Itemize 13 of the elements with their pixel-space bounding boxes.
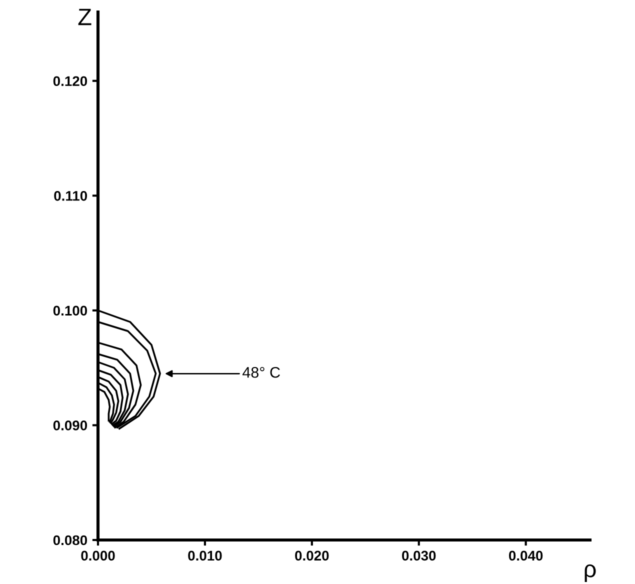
x-tick-label: 0.040 (509, 550, 543, 561)
x-tick-label: 0.010 (188, 550, 222, 561)
y-tick-label: 0.080 (53, 535, 88, 546)
y-tick-label: 0.100 (53, 306, 88, 316)
y-tick-label: 0.090 (53, 420, 88, 430)
x-tick-label: 0.020 (295, 550, 329, 561)
y-axis-title: Z (78, 8, 92, 26)
annotation: 48° C (242, 366, 280, 378)
y-tick-label: 0.110 (54, 190, 88, 201)
y-tick-label: 0.120 (53, 76, 88, 86)
x-tick-label: 0.030 (402, 550, 436, 561)
x-axis-title: ρ (584, 564, 596, 582)
x-tick-label: 0.000 (81, 550, 115, 561)
